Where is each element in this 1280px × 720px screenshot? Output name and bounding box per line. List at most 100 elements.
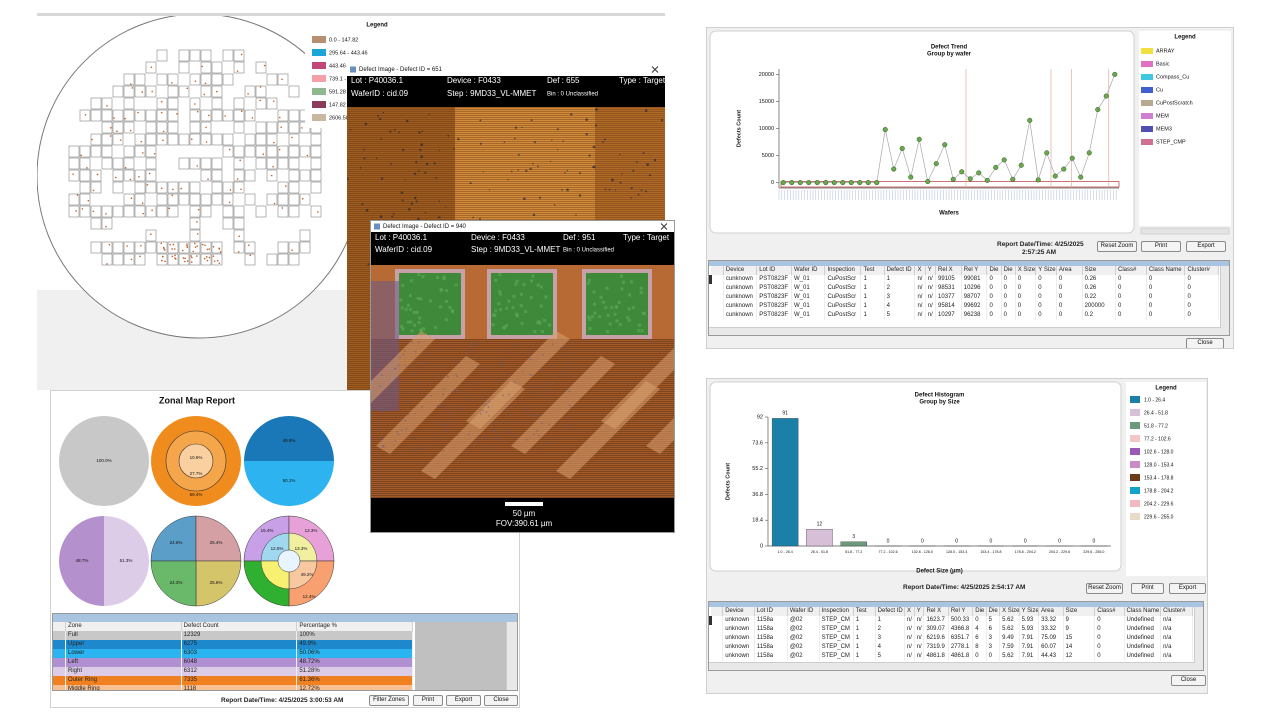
zone-half <box>244 416 334 461</box>
particle <box>503 378 506 381</box>
cell: 6 <box>972 634 987 643</box>
defect-dot <box>262 153 265 156</box>
cell: unknown <box>722 616 755 625</box>
particle <box>564 367 567 369</box>
x-tick-label: 229.6 - 255.0 <box>1083 550 1104 554</box>
trend-point <box>882 127 888 133</box>
zone-row[interactable]: Upper 6275 49.9% <box>53 640 413 649</box>
data-row[interactable]: unknown 1158a @02 STEP_CM 1 4 n/n/7319.9 2778.1… <box>710 643 1193 652</box>
cell: 7.91 <box>1019 643 1040 652</box>
button[interactable]: Filter Zones <box>369 695 409 706</box>
die <box>211 169 223 182</box>
particle <box>379 437 382 439</box>
trend-point <box>1112 71 1118 77</box>
particle <box>478 441 481 443</box>
column-header: Test <box>853 607 876 616</box>
particle <box>510 431 512 433</box>
zone-row[interactable]: Middle Ring 1118 12.72% <box>53 685 413 690</box>
cell: Full <box>65 631 182 640</box>
row-indicator <box>53 676 66 685</box>
particle <box>507 374 510 376</box>
data-row[interactable]: unknown 1158a @02 STEP_CM 1 2 n/n/309.07 4366.8… <box>710 625 1193 634</box>
cell: 4861.8 <box>948 652 974 661</box>
particle <box>436 439 439 441</box>
button[interactable]: Export <box>1186 241 1226 252</box>
row-indicator <box>710 293 724 302</box>
data-row[interactable]: cunknown PST0823F W_01 CuPostScr 1 1 n/n/99105… <box>709 275 1219 284</box>
column-header: Y <box>925 266 937 275</box>
die <box>222 217 234 230</box>
die <box>90 241 102 254</box>
die <box>222 193 234 206</box>
legend-label: 147.82 - <box>329 102 349 108</box>
particle <box>414 196 417 200</box>
trend-point <box>1095 107 1101 113</box>
particle <box>407 391 409 394</box>
zone-row[interactable]: Lower 6303 50.06% <box>53 649 413 658</box>
cell: W_01 <box>791 284 826 293</box>
data-row[interactable]: unknown 1158a @02 STEP_CM 1 3 n/n/6219.6 6351.7… <box>710 634 1193 643</box>
zone-row[interactable]: Right 6312 51.28% <box>53 667 413 676</box>
data-row[interactable]: cunknown PST0823F W_01 CuPostScr 1 5 n/n/10297… <box>710 311 1219 320</box>
die <box>145 145 157 158</box>
die <box>288 133 300 146</box>
defect-dot <box>150 66 153 69</box>
particle <box>495 448 497 451</box>
info-type: Type : Target <box>623 233 670 242</box>
zone-row[interactable]: Outer Ring 7335 61.36% <box>53 676 413 685</box>
particle <box>530 358 533 361</box>
pad-grain <box>433 325 437 329</box>
defect-dot <box>203 257 206 260</box>
die <box>211 73 223 86</box>
data-row[interactable]: cunknown PST0823F W_01 CuPostScr 1 2 n/n/98531… <box>710 284 1219 293</box>
cell: 12.72% <box>296 685 413 690</box>
legend-label: 739.1 - <box>329 76 346 82</box>
zone-row[interactable]: Full 12329 100% <box>53 631 413 640</box>
die <box>233 169 245 182</box>
cell: 0 <box>1146 275 1186 284</box>
button[interactable]: Print <box>413 695 443 706</box>
data-row[interactable]: unknown 1158a @02 STEP_CM 1 5 n/n/4861.8 4861.8… <box>710 652 1193 661</box>
button[interactable]: Reset Zoom <box>1097 241 1137 252</box>
button[interactable]: Close <box>1186 338 1224 348</box>
button[interactable]: Reset Zoom <box>1086 583 1123 594</box>
button[interactable]: Export <box>446 695 481 706</box>
button[interactable]: Export <box>1169 583 1206 594</box>
pad-grain <box>498 307 502 311</box>
legend-swatch <box>1130 461 1140 468</box>
particle <box>630 187 633 190</box>
defect-dot <box>81 208 84 210</box>
cell: PST0823F <box>756 302 793 311</box>
button[interactable]: Print <box>1141 241 1181 252</box>
die <box>156 253 168 266</box>
particle <box>502 363 504 366</box>
button[interactable]: Close <box>1171 675 1206 686</box>
button[interactable]: Close <box>484 695 518 706</box>
particle <box>567 375 569 377</box>
cell: 9 <box>1063 625 1096 634</box>
particle <box>417 217 420 221</box>
cell: 0 <box>1001 311 1016 320</box>
cell: STEP_CM <box>819 625 854 634</box>
button[interactable]: Print <box>1131 583 1164 594</box>
particle <box>510 406 513 409</box>
data-row[interactable]: unknown 1158a @02 STEP_CM 1 1 n/n/1623.7 500.33… <box>709 616 1193 625</box>
cell: Undefined <box>1124 625 1162 634</box>
particle <box>482 170 484 173</box>
defect-dot <box>205 256 208 258</box>
particle <box>566 426 569 428</box>
defect-dot <box>126 245 128 247</box>
particle <box>595 108 598 111</box>
cell: 1 <box>853 616 876 625</box>
die <box>233 121 245 134</box>
data-row[interactable]: cunknown PST0823F W_01 CuPostScr 1 4 n/n/95814… <box>710 302 1219 311</box>
die <box>79 157 91 170</box>
data-row[interactable]: cunknown PST0823F W_01 CuPostScr 1 3 n/n/10377… <box>710 293 1219 302</box>
particle <box>436 404 439 407</box>
cell: 3 <box>875 634 905 643</box>
defect-dot <box>151 209 153 212</box>
defect-dot <box>273 202 276 205</box>
zone-row[interactable]: Left 6048 48.72% <box>53 658 413 667</box>
particle <box>564 172 566 174</box>
defect-dot <box>75 210 77 212</box>
